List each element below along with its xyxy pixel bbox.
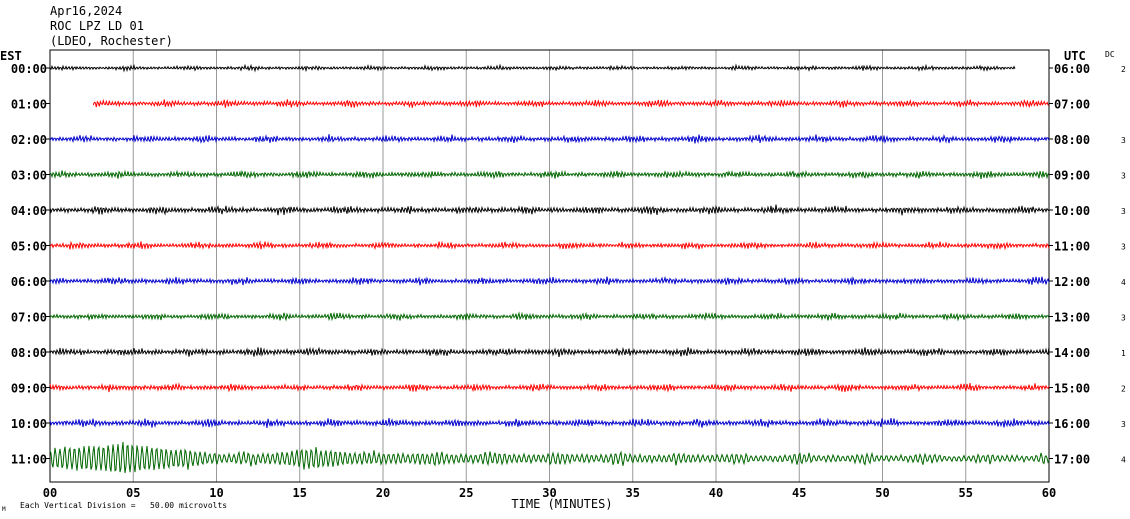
utc-axis-label: UTC (1064, 49, 1086, 63)
header-station: ROC LPZ LD 01 (50, 19, 144, 33)
utc-tick-label: 08:00 (1054, 133, 1090, 147)
x-tick-label: 35 (626, 486, 640, 500)
plot-frame (49, 49, 1050, 483)
trace-0200 (49, 133, 1050, 144)
x-tick-label: 55 (959, 486, 973, 500)
x-tick-label: 20 (376, 486, 390, 500)
trace-0000 (49, 63, 1016, 73)
utc-tick-label: 15:00 (1054, 382, 1090, 396)
scale-note-prefix: M (2, 506, 6, 513)
utc-tick-label: 09:00 (1054, 169, 1090, 183)
utc-tick-label: 16:00 (1054, 417, 1090, 431)
trace-1100 (49, 441, 1050, 473)
trace-0100 (92, 98, 1049, 109)
x-tick-label: 40 (709, 486, 723, 500)
x-tick-label: 10 (209, 486, 223, 500)
trace-0500 (49, 240, 1050, 251)
scale-note: Each Vertical Division = 50.00 microvolt… (20, 501, 227, 510)
header-network: (LDEO, Rochester) (50, 34, 173, 48)
trace-0900 (49, 382, 1050, 393)
utc-tick-label: 13:00 (1054, 311, 1090, 325)
x-tick-label: 05 (126, 486, 140, 500)
est-tick-label: 02:00 (11, 133, 47, 147)
est-tick-label: 04:00 (11, 204, 47, 218)
utc-tick-label: 12:00 (1054, 275, 1090, 289)
trace-lines (49, 63, 1050, 473)
trace-0600 (49, 275, 1050, 286)
utc-tick-label: 07:00 (1054, 98, 1090, 112)
est-tick-label: 01:00 (11, 98, 47, 112)
x-tick-label: 00 (43, 486, 57, 500)
dc-value: 1 (1121, 349, 1126, 358)
dc-value: 3 (1121, 243, 1126, 252)
est-tick-label: 07:00 (11, 311, 47, 325)
x-axis-title: TIME (MINUTES) (511, 497, 612, 511)
est-tick-label: 00:00 (11, 62, 47, 76)
x-tick-label: 30 (542, 486, 556, 500)
header-date: Apr16,2024 (50, 4, 123, 18)
utc-tick-label: 17:00 (1054, 453, 1090, 467)
trace-0800 (49, 346, 1050, 358)
x-tick-label: 15 (293, 486, 307, 500)
x-tick-label: 25 (459, 486, 473, 500)
trace-0700 (49, 311, 1050, 322)
grid-lines (46, 49, 1053, 483)
est-tick-label: 10:00 (11, 417, 47, 431)
dc-value: 3 (1121, 207, 1126, 216)
est-tick-label: 09:00 (11, 382, 47, 396)
est-tick-label: 08:00 (11, 346, 47, 360)
utc-tick-label: 14:00 (1054, 346, 1090, 360)
trace-0300 (49, 169, 1050, 180)
est-tick-label: 03:00 (11, 169, 47, 183)
utc-tick-label: 06:00 (1054, 62, 1090, 76)
x-tick-label: 60 (1042, 486, 1056, 500)
dc-value: 3 (1121, 314, 1126, 323)
est-tick-label: 06:00 (11, 275, 47, 289)
axis-labels: 00 05 10 15 20 25 30 35 40 45 50 55 60 00:00 06:00 2 01:… (11, 62, 1126, 500)
dc-value: 2 (1121, 385, 1126, 394)
x-tick-label: 45 (792, 486, 806, 500)
dc-value: 4 (1121, 278, 1126, 287)
est-axis-label: EST (0, 49, 22, 63)
x-tick-label: 50 (875, 486, 889, 500)
dc-value: 2 (1121, 65, 1126, 74)
dc-value: 3 (1121, 172, 1126, 181)
est-tick-label: 05:00 (11, 240, 47, 254)
trace-1000 (49, 417, 1050, 429)
dc-value: 4 (1121, 456, 1126, 465)
est-tick-label: 11:00 (11, 453, 47, 467)
utc-tick-label: 11:00 (1054, 240, 1090, 254)
dc-value: 3 (1121, 420, 1126, 429)
dc-axis-label: DC (1105, 50, 1115, 59)
utc-tick-label: 10:00 (1054, 204, 1090, 218)
dc-value: 3 (1121, 136, 1126, 145)
trace-0400 (49, 204, 1050, 216)
